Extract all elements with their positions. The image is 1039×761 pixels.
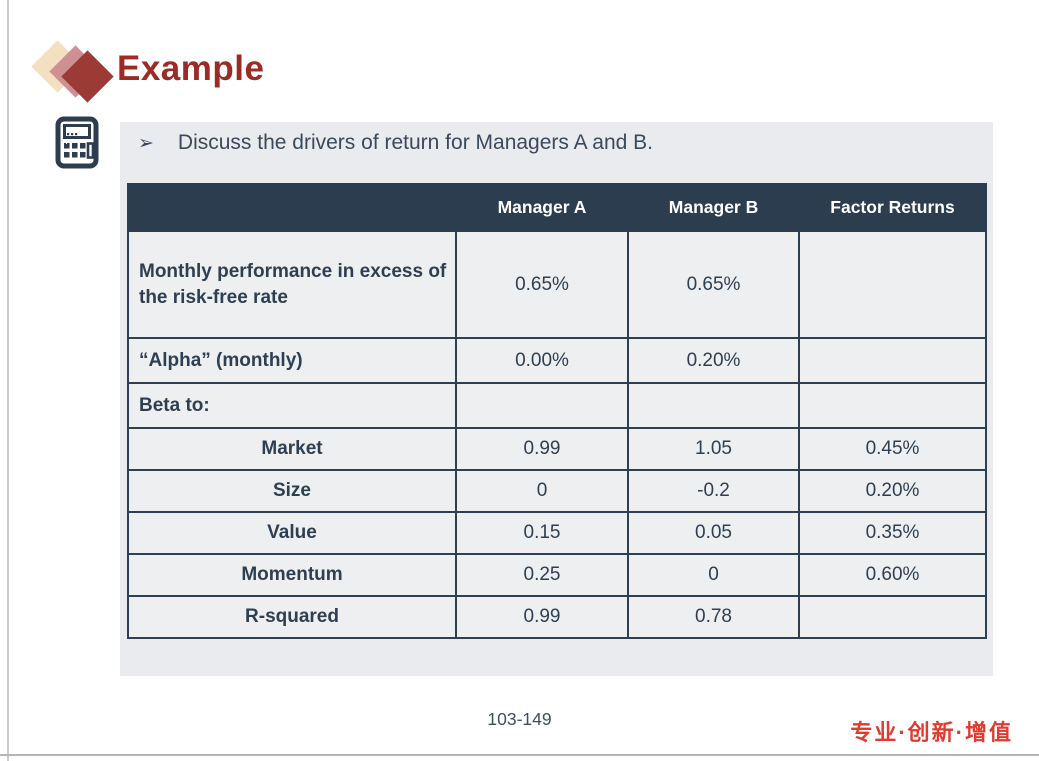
arrow-bullet-icon: ➢: [138, 133, 154, 154]
header-manager-a: Manager A: [455, 183, 629, 232]
slide-left-border: [7, 0, 9, 761]
header-factor-returns: Factor Returns: [798, 183, 987, 232]
cell-factor-returns: 0.60%: [798, 553, 987, 597]
header-manager-b: Manager B: [627, 183, 800, 232]
cell-factor-returns: [798, 382, 987, 429]
cell-manager-a: 0.15: [455, 511, 629, 555]
row-label: Market: [127, 427, 457, 471]
slide-bottom-border: [0, 754, 1039, 756]
header-blank: [127, 183, 457, 232]
table-row: Momentum 0.25 0 0.60%: [127, 553, 987, 597]
table-row: “Alpha” (monthly) 0.00% 0.20%: [127, 337, 987, 384]
cell-factor-returns: 0.45%: [798, 427, 987, 471]
cell-manager-a: 0.99: [455, 427, 629, 471]
cell-manager-a: 0: [455, 469, 629, 513]
table-row: Monthly performance in excess of the ris…: [127, 230, 987, 339]
cell-factor-returns: [798, 595, 987, 639]
row-label: “Alpha” (monthly): [127, 337, 457, 384]
cell-manager-b: 1.05: [627, 427, 800, 471]
row-label: Momentum: [127, 553, 457, 597]
row-label: R-squared: [127, 595, 457, 639]
cell-manager-b: [627, 382, 800, 429]
content-panel: ➢ Discuss the drivers of return for Mana…: [120, 122, 993, 676]
cell-factor-returns: 0.35%: [798, 511, 987, 555]
cell-manager-b: 0.05: [627, 511, 800, 555]
cell-manager-b: -0.2: [627, 469, 800, 513]
row-label: Monthly performance in excess of the ris…: [127, 230, 457, 339]
cell-manager-a: 0.00%: [455, 337, 629, 384]
cell-manager-b: 0.65%: [627, 230, 800, 339]
bullet-text: Discuss the drivers of return for Manage…: [177, 131, 653, 154]
cell-manager-b: 0: [627, 553, 800, 597]
table-row: Size 0 -0.2 0.20%: [127, 469, 987, 513]
row-label: Value: [127, 511, 457, 555]
cell-manager-b: 0.20%: [627, 337, 800, 384]
cell-manager-a: 0.25: [455, 553, 629, 597]
cell-factor-returns: [798, 337, 987, 384]
cell-factor-returns: 0.20%: [798, 469, 987, 513]
cell-manager-a: [455, 382, 629, 429]
table-row: Market 0.99 1.05 0.45%: [127, 427, 987, 471]
cell-manager-a: 0.99: [455, 595, 629, 639]
page-title: Example: [117, 49, 265, 88]
cell-manager-a: 0.65%: [455, 230, 629, 339]
calculator-icon: [55, 116, 99, 169]
row-label: Beta to:: [127, 382, 457, 429]
table-row: Beta to:: [127, 382, 987, 429]
table-row: R-squared 0.99 0.78: [127, 595, 987, 639]
performance-table: Manager A Manager B Factor Returns Month…: [127, 183, 987, 639]
cell-manager-b: 0.78: [627, 595, 800, 639]
bullet-row: ➢ Discuss the drivers of return for Mana…: [138, 131, 983, 155]
row-label: Size: [127, 469, 457, 513]
table-row: Value 0.15 0.05 0.35%: [127, 511, 987, 555]
cell-factor-returns: [798, 230, 987, 339]
diamonds-logo-icon: [31, 36, 117, 103]
table-header-row: Manager A Manager B Factor Returns: [127, 183, 987, 232]
page-number: 103-149: [487, 709, 552, 729]
logo-text: 专业·创新·增值: [850, 720, 1013, 745]
